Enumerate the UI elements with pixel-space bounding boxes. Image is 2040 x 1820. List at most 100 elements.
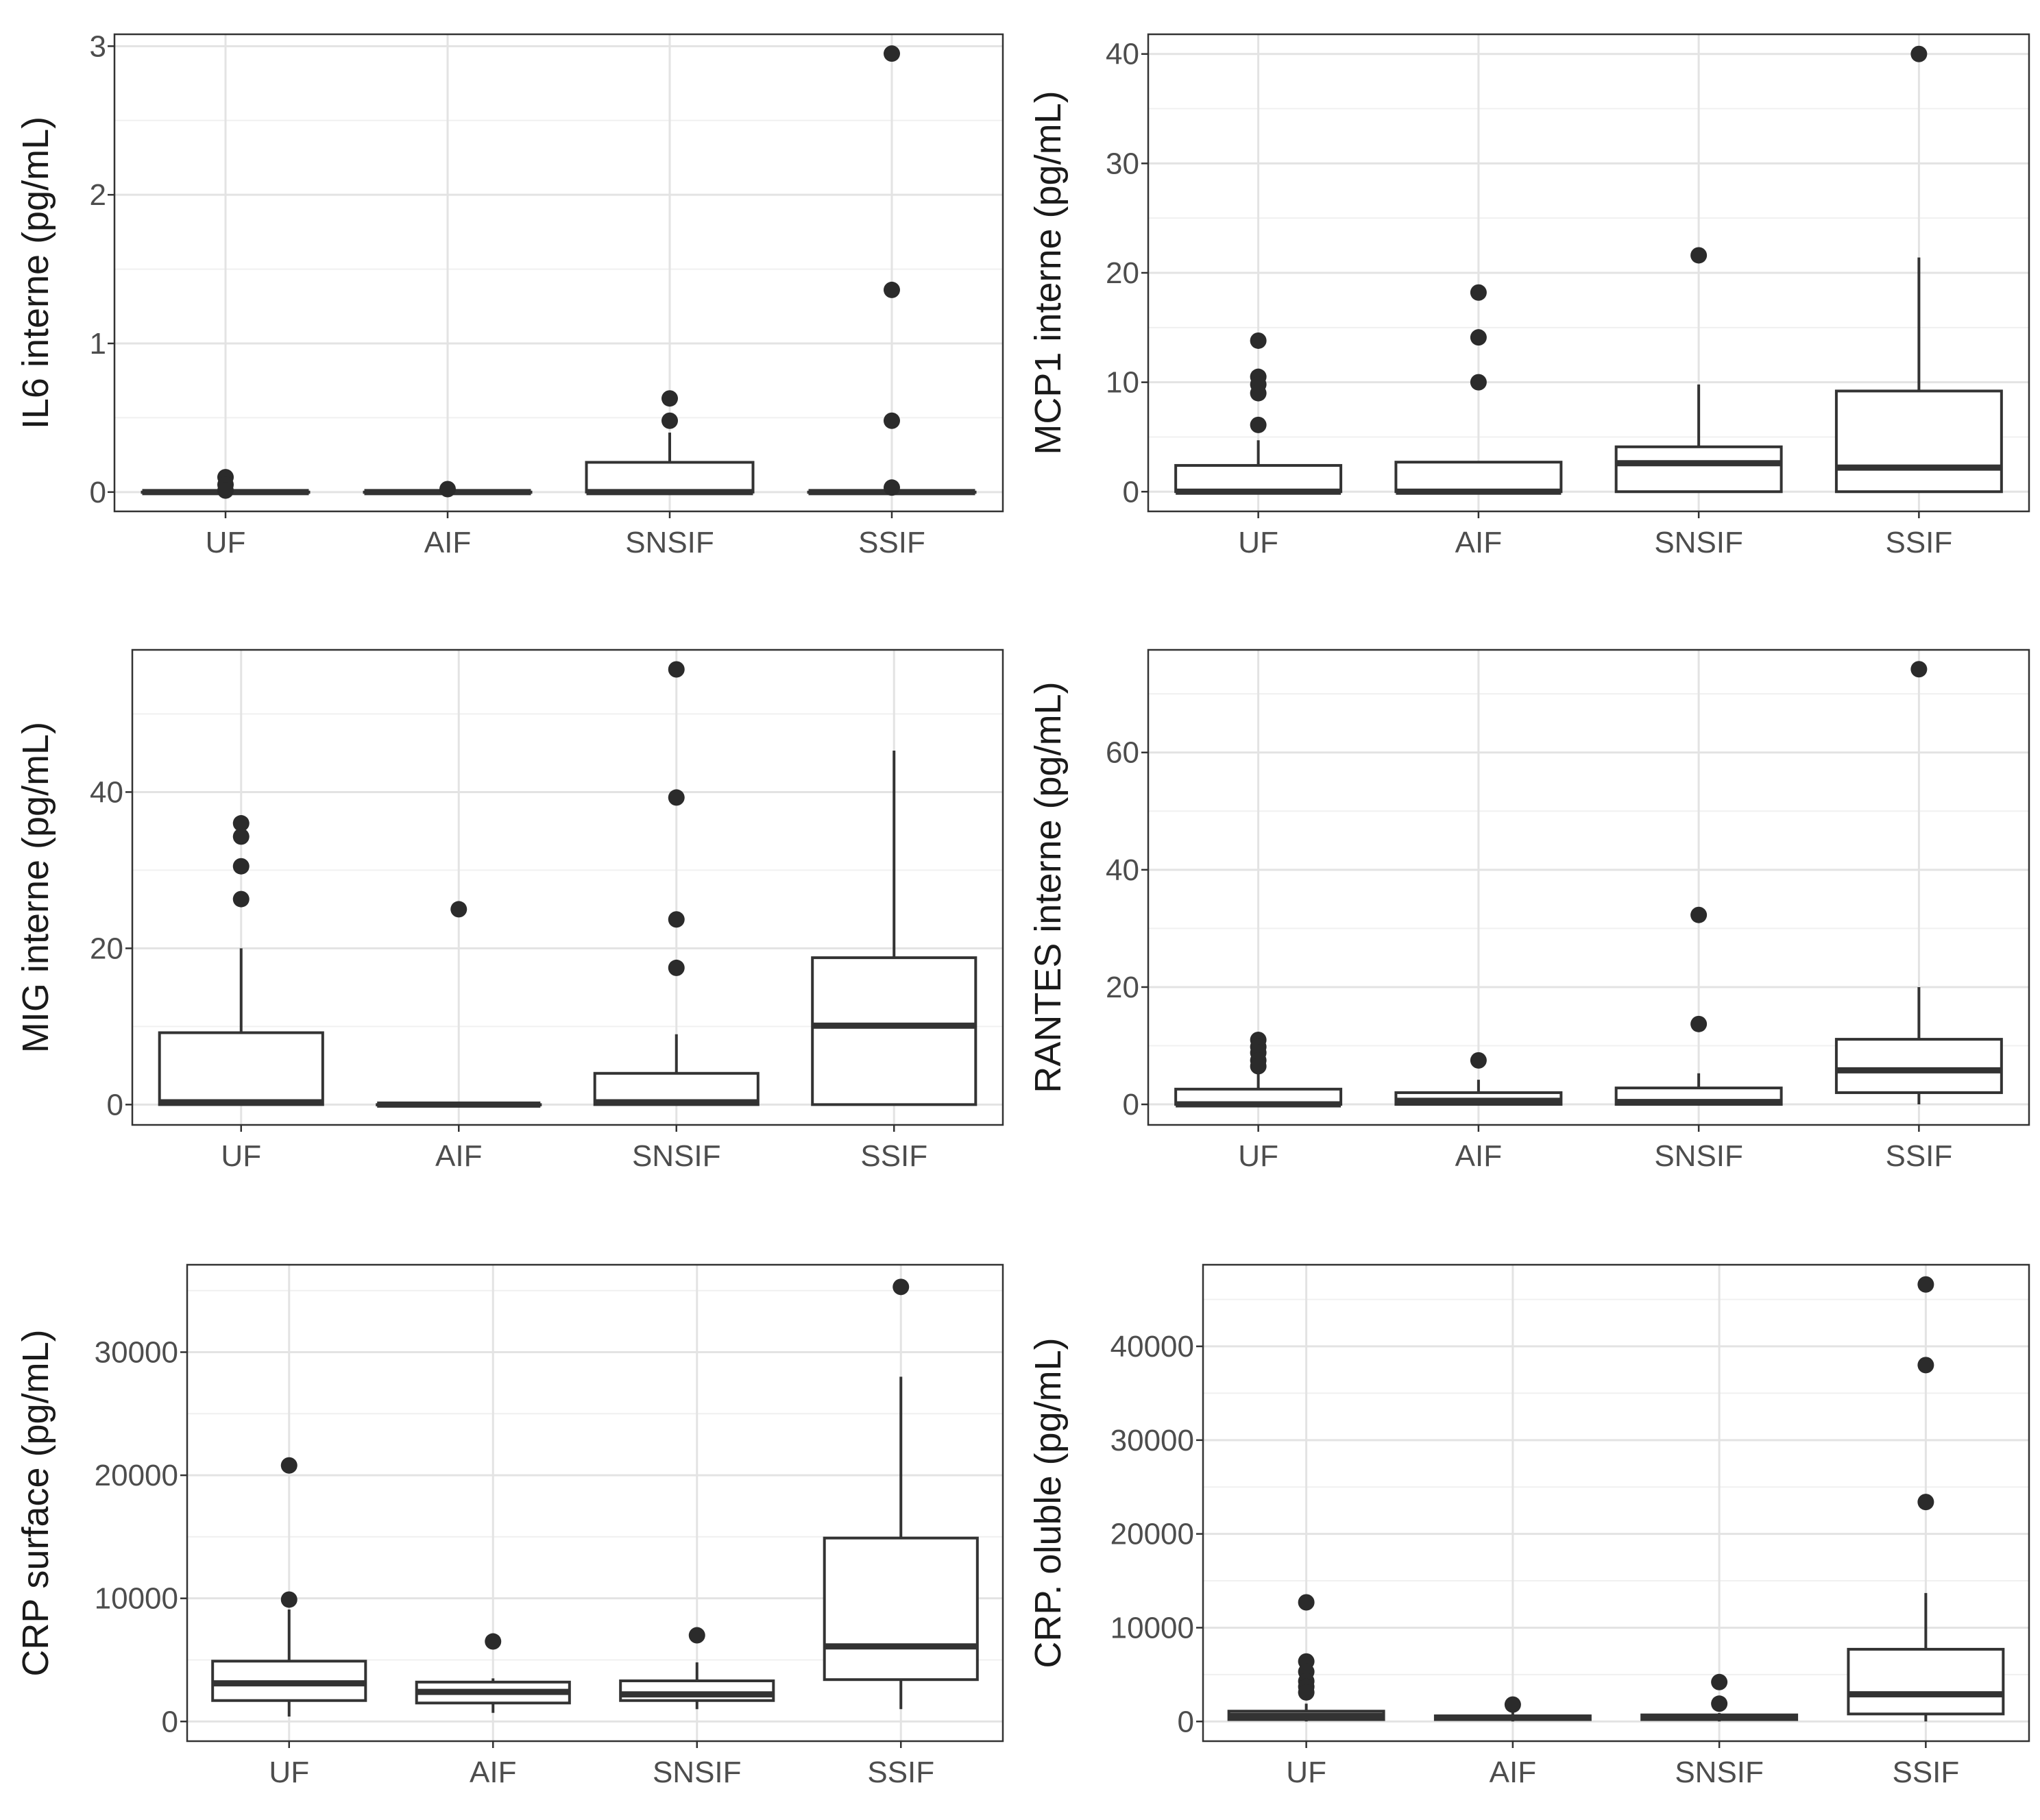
outlier-point: [661, 390, 678, 407]
outlier-point: [232, 828, 250, 845]
outlier-point: [232, 815, 250, 832]
x-tick-label: UF: [1238, 526, 1278, 559]
outlier-point: [1470, 374, 1487, 391]
box-uf: [211, 1457, 367, 1717]
x-tick-label: SNSIF: [625, 526, 714, 559]
outlier-point: [1917, 1494, 1934, 1511]
y-tick-label: 10000: [95, 1582, 178, 1616]
y-tick-label: 20000: [1110, 1518, 1194, 1551]
panel-mig-interne: 0 20 40 UF AIF SNSIF SSIF MIG interne (pg/mL): [15, 648, 1004, 1173]
box-ssif: [1834, 661, 2003, 1105]
outlier-point: [1250, 385, 1267, 402]
outlier-point: [1250, 1058, 1267, 1075]
box-rect: [811, 956, 977, 1106]
outlier-point: [1690, 1015, 1708, 1032]
box-aif: [415, 1633, 571, 1713]
box-rect: [1834, 1038, 2003, 1094]
x-tick-label: SSIF: [1885, 1139, 1952, 1173]
box-uf: [1227, 1594, 1385, 1722]
y-tick-label: 0: [1123, 1088, 1139, 1121]
outlier-point: [668, 789, 685, 806]
panel-crp-surface: 0 10000 20000 30000 UF AIF SNSIF SSIF CRP surfac…: [15, 1263, 1004, 1789]
y-tick-label: 30: [1106, 147, 1139, 180]
outlier-point: [1470, 329, 1487, 346]
outlier-point: [1250, 416, 1267, 433]
box-snsif: [585, 390, 755, 496]
y-tick-label: 40000: [1110, 1330, 1194, 1363]
outlier-point: [884, 479, 900, 496]
x-tick-label: AIF: [435, 1139, 482, 1173]
x-tick-label: SSIF: [858, 526, 925, 559]
y-axis-title: MIG interne (pg/mL): [15, 722, 56, 1053]
box-aif: [363, 481, 533, 498]
panel-il6-interne: 0 1 2 3 UF AIF SNSIF SSIF IL6 interne (pg/mL): [15, 29, 1004, 559]
y-tick-label: 2: [90, 178, 106, 212]
outlier-point: [1690, 247, 1708, 264]
panel-mcp1-interne: 0 10 20 30 40 UF AIF SNSIF SSIF MCP1 interne (pg/…: [1028, 33, 2030, 559]
box-snsif: [1640, 1673, 1799, 1722]
x-tick-label: AIF: [1490, 1756, 1536, 1789]
x-tick-label: UF: [221, 1139, 261, 1173]
box-snsif: [619, 1627, 775, 1710]
box-rect: [1174, 463, 1343, 494]
y-tick-label: 20: [1106, 971, 1139, 1004]
box-uf: [158, 815, 324, 1106]
x-tick-label: AIF: [1455, 526, 1502, 559]
box-ssif: [807, 45, 977, 496]
outlier-point: [1690, 906, 1708, 923]
y-tick-label: 3: [90, 29, 106, 63]
box-rect: [1834, 389, 2003, 494]
outlier-point: [1470, 1052, 1487, 1069]
outlier-point: [439, 481, 456, 498]
outlier-point: [1504, 1696, 1521, 1713]
outlier-point: [1917, 1276, 1934, 1293]
outlier-point: [232, 890, 250, 908]
y-axis-title: RANTES interne (pg/mL): [1028, 681, 1069, 1093]
box-snsif: [593, 661, 760, 1106]
box-aif: [1394, 1052, 1563, 1106]
outlier-point: [1470, 284, 1487, 301]
outlier-point: [1298, 1684, 1315, 1701]
outlier-point: [892, 1278, 910, 1296]
plot-background: [114, 34, 1003, 511]
outlier-point: [668, 911, 685, 928]
panel-rantes-interne: 0 20 40 60 UF AIF SNSIF SSIF RANTES interne (pg/…: [1028, 648, 2030, 1173]
box-rect: [619, 1679, 775, 1702]
y-tick-label: 0: [1178, 1705, 1194, 1738]
box-aif: [1433, 1696, 1592, 1722]
y-axis-title: CRP surface (pg/mL): [15, 1329, 56, 1676]
outlier-point: [884, 45, 900, 62]
box-aif: [1394, 284, 1563, 495]
outlier-point: [1711, 1695, 1728, 1712]
x-tick-label: SNSIF: [1654, 1139, 1743, 1173]
box-rect: [1394, 461, 1563, 494]
box-snsif: [1614, 906, 1783, 1106]
x-tick-label: SNSIF: [653, 1756, 742, 1789]
box-ssif: [1834, 45, 2003, 494]
x-tick-label: UF: [206, 526, 246, 559]
plot-frame: [131, 648, 1004, 1126]
box-rect: [585, 461, 755, 494]
y-tick-label: 0: [90, 476, 106, 509]
x-tick-label: AIF: [424, 526, 471, 559]
outlier-point: [688, 1627, 705, 1644]
y-tick-label: 0: [107, 1088, 123, 1121]
outlier-point: [661, 412, 678, 429]
outlier-point: [1711, 1673, 1728, 1690]
y-tick-label: 20: [90, 932, 123, 965]
y-tick-label: 10: [1106, 366, 1139, 400]
x-tick-label: UF: [1286, 1756, 1326, 1789]
box-ssif: [1847, 1276, 2005, 1722]
outlier-point: [1250, 332, 1267, 349]
outlier-point: [884, 281, 900, 298]
plot-frame: [1147, 648, 2030, 1126]
y-tick-label: 40: [1106, 853, 1139, 887]
outlier-point: [668, 959, 685, 976]
x-tick-label: SNSIF: [632, 1139, 721, 1173]
outlier-point: [1910, 661, 1928, 678]
outlier-point: [485, 1633, 502, 1650]
y-tick-label: 40: [1106, 38, 1139, 71]
y-tick-label: 0: [1123, 475, 1139, 509]
box-rect: [1847, 1647, 2005, 1716]
box-uf: [1174, 1031, 1343, 1108]
